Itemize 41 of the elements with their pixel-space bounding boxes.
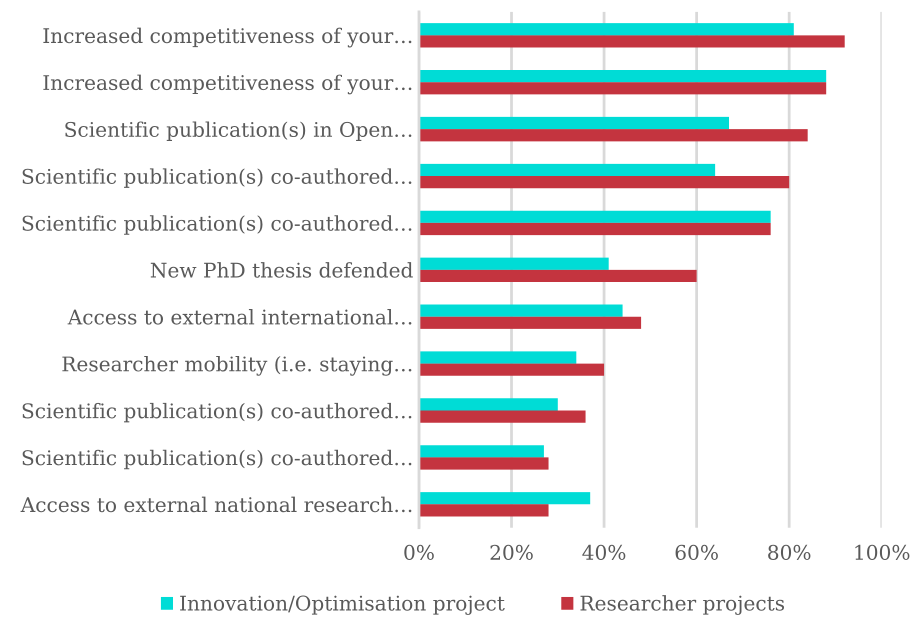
bar xyxy=(418,270,697,282)
bar xyxy=(418,364,604,376)
y-tick-label: Scientific publication(s) co-authored… xyxy=(22,402,412,422)
x-tick-label: 80% xyxy=(768,544,810,560)
x-tick-label: 60% xyxy=(676,544,718,560)
y-tick-label: New PhD thesis defended xyxy=(150,262,413,278)
legend-label: Researcher projects xyxy=(580,595,784,615)
bar xyxy=(418,504,549,516)
x-tick-label: 0% xyxy=(404,544,434,560)
x-tick-label: 100% xyxy=(855,544,910,560)
bar xyxy=(418,164,716,176)
bar xyxy=(418,176,790,188)
bar xyxy=(418,35,845,48)
bar xyxy=(418,222,771,236)
bar xyxy=(418,129,808,142)
y-tick-label: Researcher mobility (i.e. staying… xyxy=(62,356,412,376)
y-tick-label: Scientific publication(s) co-authored… xyxy=(22,168,412,188)
bar xyxy=(418,116,730,130)
y-tick-label: Access to external national research… xyxy=(20,496,412,512)
y-tick-label: Scientific publication(s) in Open… xyxy=(65,121,412,141)
bar xyxy=(418,23,794,36)
bar xyxy=(418,258,609,270)
bar xyxy=(418,410,586,423)
y-tick-label: Increased competitiveness of your… xyxy=(43,74,412,94)
bar xyxy=(418,398,558,411)
bar xyxy=(418,210,771,223)
x-tick-label: 40% xyxy=(582,544,626,560)
y-tick-label: Scientific publication(s) co-authored… xyxy=(22,450,412,470)
x-tick-label: 20% xyxy=(490,544,533,560)
legend-label: Innovation/Optimisation project xyxy=(180,596,505,615)
y-tick-label: Increased competitiveness of your… xyxy=(43,28,412,48)
bar xyxy=(418,457,549,470)
bar xyxy=(418,316,642,329)
bar xyxy=(418,70,826,82)
bar xyxy=(418,351,576,364)
y-tick-label: Access to external international… xyxy=(68,309,412,325)
bar xyxy=(418,304,623,317)
bar xyxy=(418,492,590,504)
y-tick-label: Scientific publication(s) co-authored… xyxy=(22,215,412,235)
bar xyxy=(418,82,826,94)
bar xyxy=(418,445,544,458)
